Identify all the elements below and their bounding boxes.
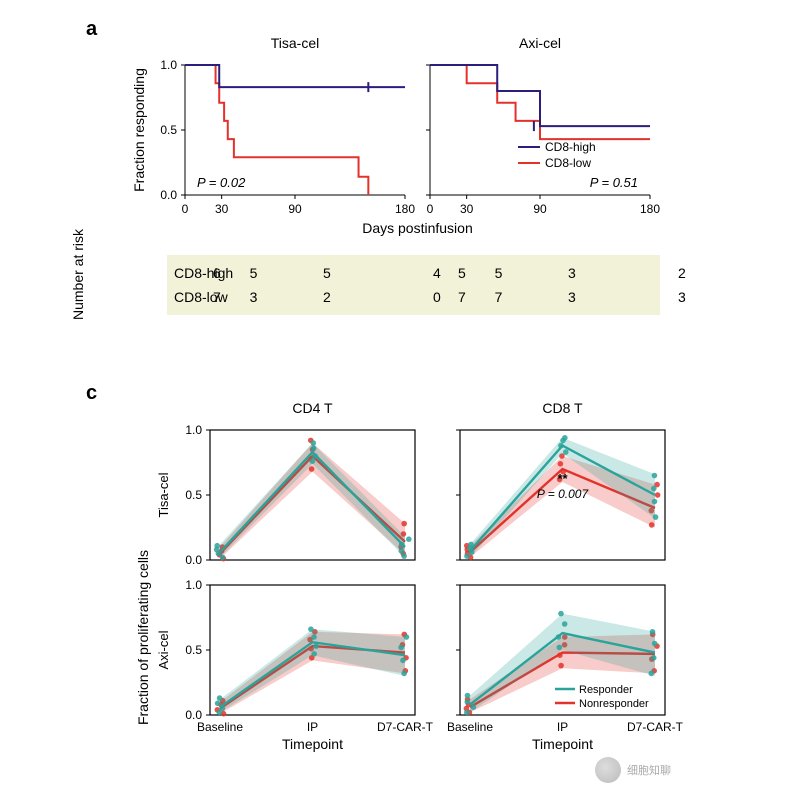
watermark: 细胞知聊 (595, 757, 671, 783)
risk-value: 3 (568, 265, 576, 281)
svg-text:D7-CAR-T: D7-CAR-T (627, 720, 684, 734)
svg-text:30: 30 (215, 202, 229, 216)
risk-table-bg (167, 255, 660, 315)
svg-text:90: 90 (533, 202, 547, 216)
risk-row-label: CD8-low (174, 289, 244, 305)
risk-table-ylabel: Number at risk (70, 229, 86, 320)
svg-text:0.5: 0.5 (185, 488, 202, 502)
svg-text:Responder: Responder (579, 684, 633, 696)
svg-text:P = 0.51: P = 0.51 (590, 175, 638, 190)
svg-text:1.0: 1.0 (185, 423, 202, 437)
svg-text:Fraction of proliferating cell: Fraction of proliferating cells (135, 550, 151, 725)
svg-text:180: 180 (640, 202, 660, 216)
svg-text:Fraction responding: Fraction responding (131, 68, 147, 192)
risk-value: 3 (250, 289, 258, 305)
risk-value: 5 (458, 265, 466, 281)
risk-value: 5 (250, 265, 258, 281)
svg-text:P = 0.007: P = 0.007 (537, 487, 590, 501)
risk-value: 5 (495, 265, 503, 281)
svg-text:P = 0.02: P = 0.02 (197, 175, 246, 190)
watermark-icon (595, 757, 621, 783)
risk-row-label: CD8-high (174, 265, 244, 281)
svg-text:CD8-high: CD8-high (545, 140, 596, 154)
risk-value: 7 (213, 289, 221, 305)
svg-text:**: ** (557, 471, 568, 486)
risk-table: Number at risk CD8-high65545532CD8-low73… (100, 255, 655, 330)
watermark-text: 细胞知聊 (627, 762, 671, 778)
svg-text:Tisa-cel: Tisa-cel (156, 472, 171, 517)
svg-text:D7-CAR-T: D7-CAR-T (377, 720, 434, 734)
svg-text:CD4 T: CD4 T (292, 400, 333, 416)
risk-value: 6 (213, 265, 221, 281)
svg-text:0.0: 0.0 (160, 188, 177, 202)
svg-text:Axi-cel: Axi-cel (156, 630, 171, 669)
svg-text:180: 180 (395, 202, 415, 216)
risk-value: 7 (495, 289, 503, 305)
svg-text:Tisa-cel: Tisa-cel (271, 35, 320, 51)
svg-text:0.0: 0.0 (185, 553, 202, 567)
risk-value: 3 (678, 289, 686, 305)
svg-text:0.5: 0.5 (185, 643, 202, 657)
svg-text:1.0: 1.0 (185, 578, 202, 592)
svg-text:CD8 T: CD8 T (542, 400, 583, 416)
svg-text:1.0: 1.0 (160, 58, 177, 72)
svg-text:90: 90 (288, 202, 302, 216)
risk-value: 3 (568, 289, 576, 305)
svg-text:Timepoint: Timepoint (282, 736, 343, 752)
risk-value: 7 (458, 289, 466, 305)
svg-text:0.5: 0.5 (160, 123, 177, 137)
risk-value: 5 (323, 265, 331, 281)
svg-text:Axi-cel: Axi-cel (519, 35, 561, 51)
svg-text:Baseline: Baseline (197, 720, 243, 734)
panel-c-label: c (86, 382, 97, 405)
panel-c-figure: Fraction of proliferating cells CD4 T 0.0 0… (130, 395, 690, 760)
svg-text:CD8-low: CD8-low (545, 156, 591, 170)
svg-text:Days postinfusion: Days postinfusion (362, 220, 473, 236)
risk-value: 2 (678, 265, 686, 281)
svg-text:IP: IP (307, 720, 318, 734)
svg-text:IP: IP (557, 720, 568, 734)
risk-value: 0 (433, 289, 441, 305)
risk-value: 2 (323, 289, 331, 305)
risk-value: 4 (433, 265, 441, 281)
panel-a-figure: Tisa-cel 0.0 0.5 1.0 0 30 90 180 P = 0.02 Axi-cel… (130, 30, 670, 240)
svg-text:0: 0 (427, 202, 434, 216)
svg-text:Baseline: Baseline (447, 720, 493, 734)
svg-text:Timepoint: Timepoint (532, 736, 593, 752)
svg-text:0: 0 (182, 202, 189, 216)
svg-text:Nonresponder: Nonresponder (579, 698, 649, 710)
panel-a-label: a (86, 18, 97, 41)
svg-text:30: 30 (460, 202, 474, 216)
